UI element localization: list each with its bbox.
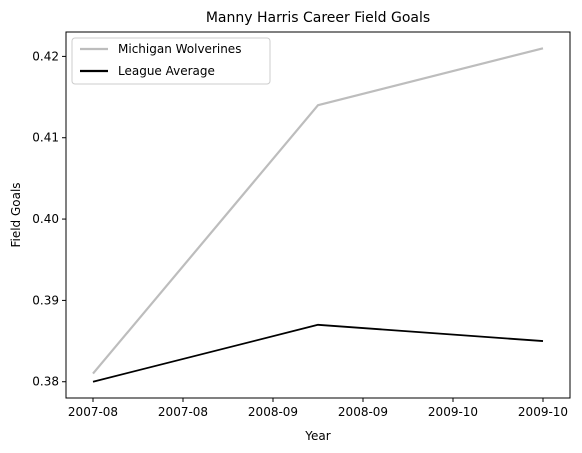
legend-label-michigan-wolverines: Michigan Wolverines <box>118 42 241 56</box>
y-tick-label: 0.38 <box>32 375 59 389</box>
y-axis-title: Field Goals <box>9 182 23 247</box>
y-tick-label: 0.42 <box>32 49 59 63</box>
x-tick-label: 2008-09 <box>338 405 388 419</box>
series-line-league-average <box>92 323 544 383</box>
x-tick-label: 2007-08 <box>68 405 118 419</box>
x-tick-label: 2009-10 <box>518 405 568 419</box>
y-tick-label: 0.39 <box>32 293 59 307</box>
x-tick-label: 2009-10 <box>428 405 478 419</box>
series-lines <box>92 47 544 383</box>
x-axis: 2007-08 2007-08 2008-09 2008-09 2009-10 2009-… <box>68 398 568 419</box>
series-line-michigan-wolverines <box>92 47 544 375</box>
plot-area-frame <box>65 31 571 399</box>
y-tick-label: 0.40 <box>32 212 59 226</box>
x-tick-label: 2008-09 <box>248 405 298 419</box>
legend-label-league-average: League Average <box>118 64 215 78</box>
x-tick-label: 2007-08 <box>158 405 208 419</box>
y-tick-label: 0.41 <box>32 131 59 145</box>
legend: Michigan Wolverines League Average <box>71 37 271 85</box>
x-axis-title: Year <box>304 429 330 443</box>
chart-title: Manny Harris Career Field Goals <box>206 10 430 26</box>
y-axis: 0.38 0.39 0.40 0.41 0.42 <box>32 49 66 389</box>
legend-box <box>71 37 271 85</box>
